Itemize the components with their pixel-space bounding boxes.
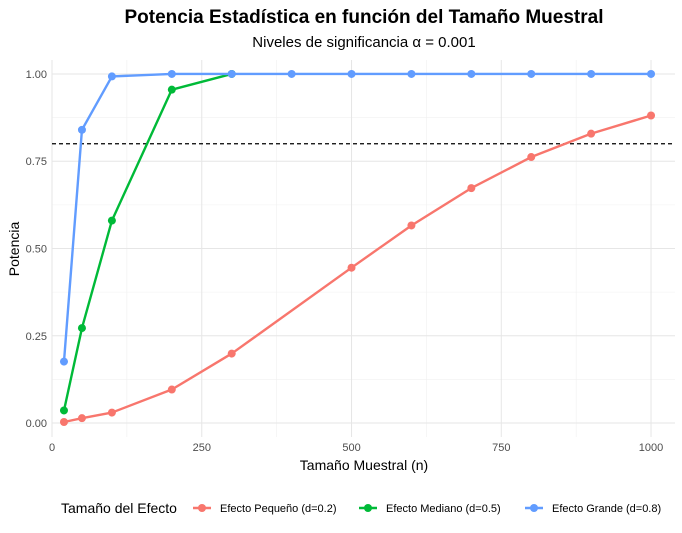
y-tick-label: 0.75 [26,156,47,168]
x-axis-ticks: 0 250 500 750 1000 [49,442,663,454]
series-line [62,72,652,362]
x-tick-label: 0 [49,442,55,454]
data-point [107,408,116,417]
series-line [62,72,233,411]
grid-major [51,60,675,437]
data-point [407,69,416,78]
data-point [77,324,86,333]
y-tick-label: 0.25 [26,331,47,343]
y-tick-label: 0.00 [26,418,47,430]
series-layer [59,69,656,426]
x-tick-label: 750 [492,442,510,454]
y-axis-title: Potencia [6,222,22,277]
data-point [467,69,476,78]
x-tick-label: 500 [342,442,360,454]
grid-minor [52,60,675,437]
data-point [227,349,236,358]
data-point [77,125,86,134]
legend-key-point [198,504,206,512]
data-point [107,216,116,225]
legend-label: Efecto Grande (d=0.8) [552,503,661,515]
y-tick-label: 0.50 [26,244,47,256]
data-point [59,406,68,415]
x-axis-title: Tamaño Muestral (n) [300,457,428,473]
y-tick-label: 1.00 [26,69,47,81]
data-point [287,69,296,78]
data-point [77,414,86,423]
legend-key-point [364,504,372,512]
legend: Tamaño del Efecto Efecto Pequeño (d=0.2)… [61,500,661,516]
legend-label: Efecto Mediano (d=0.5) [386,503,501,515]
data-point [467,184,476,193]
data-point [347,263,356,272]
x-tick-label: 250 [193,442,211,454]
legend-title: Tamaño del Efecto [61,500,177,516]
data-point [587,69,596,78]
data-point [347,69,356,78]
data-point [527,69,536,78]
data-point [167,85,176,94]
data-point [59,417,68,426]
chart-subtitle: Niveles de significancia α = 0.001 [252,34,475,51]
series-3 [59,69,656,366]
data-point [167,69,176,78]
legend-key-point [530,504,538,512]
chart-title: Potencia Estadística en función del Tama… [125,7,604,28]
y-axis-ticks: 0.00 0.25 0.50 0.75 1.00 [26,69,47,430]
data-point [167,385,176,394]
series-1 [59,111,656,426]
data-point [227,69,236,78]
data-point [587,129,596,138]
data-point [59,357,68,366]
data-point [647,111,656,120]
data-point [647,69,656,78]
legend-label: Efecto Pequeño (d=0.2) [220,503,337,515]
data-point [527,153,536,162]
data-point [107,72,116,81]
data-point [407,221,416,230]
x-tick-label: 1000 [639,442,663,454]
